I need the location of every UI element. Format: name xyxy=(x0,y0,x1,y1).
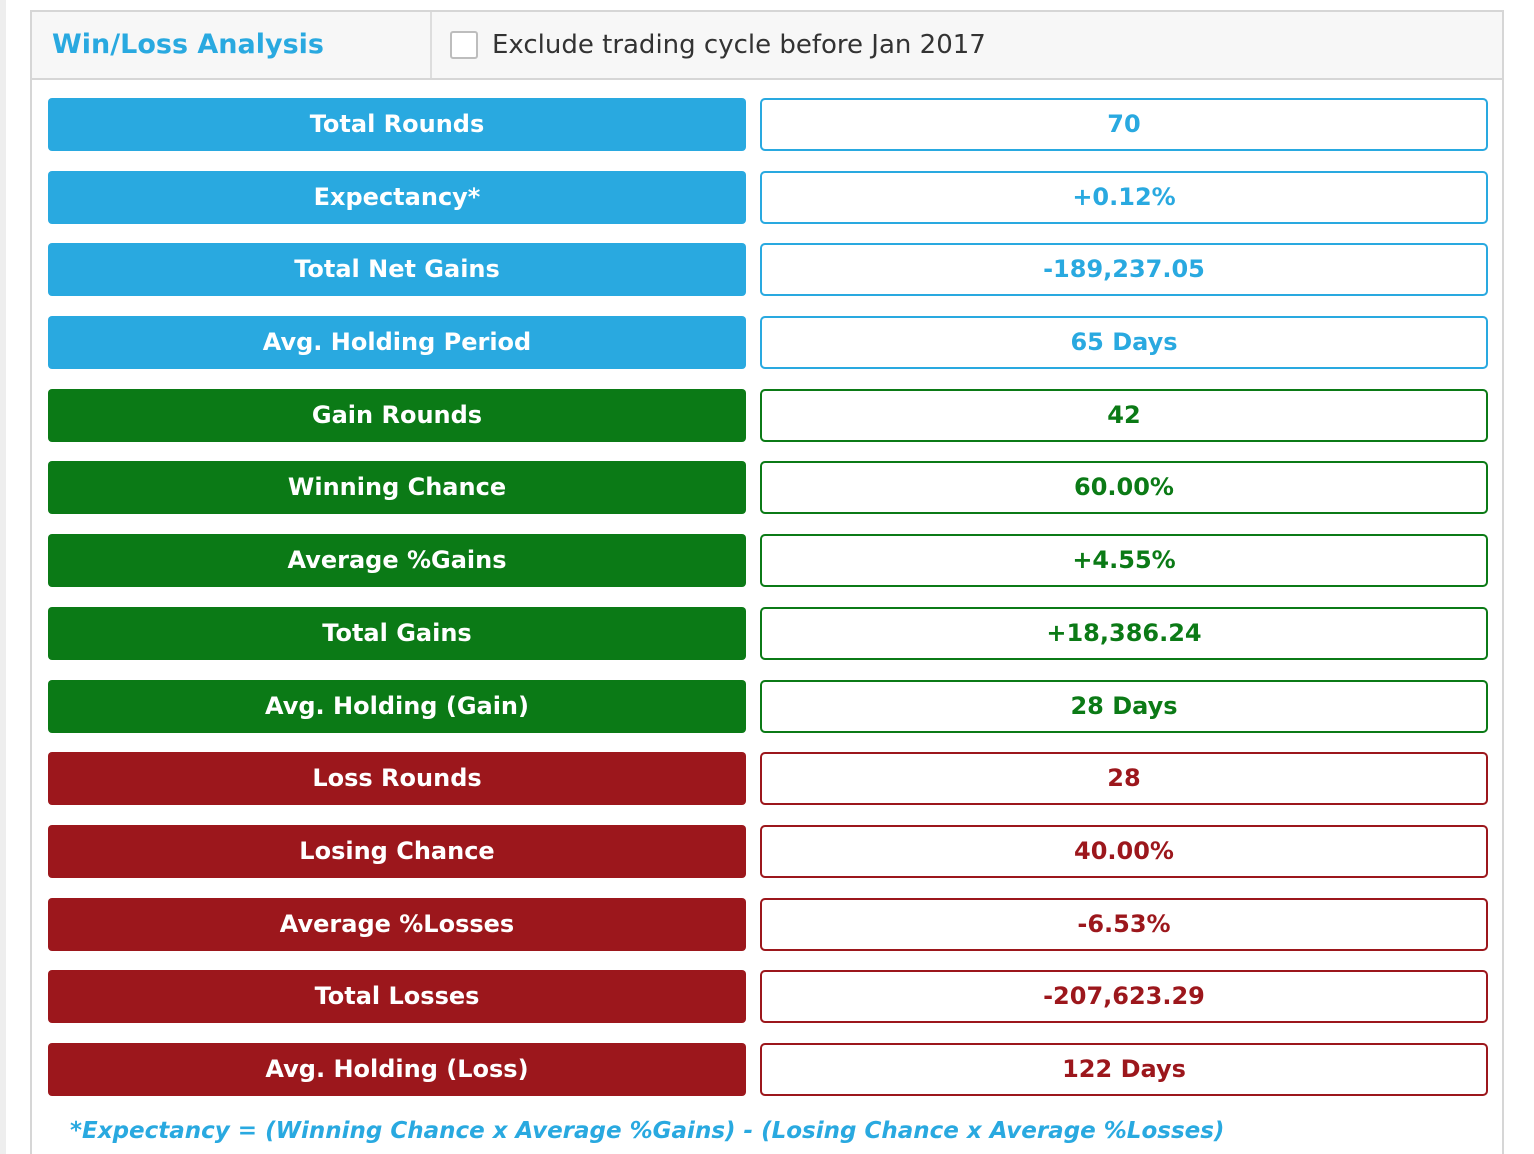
metric-row-losing-chance: Losing Chance 40.00% xyxy=(48,824,1488,879)
metric-row-gain-rounds: Gain Rounds 42 xyxy=(48,388,1488,443)
metric-row-total-gains: Total Gains +18,386.24 xyxy=(48,606,1488,661)
win-loss-panel: Win/Loss Analysis Exclude trading cycle … xyxy=(30,10,1504,1154)
metric-label: Winning Chance xyxy=(48,461,746,515)
metric-row-avg-holding-loss: Avg. Holding (Loss) 122 Days xyxy=(48,1042,1488,1097)
metric-value: 42 xyxy=(760,388,1488,442)
metric-label: Avg. Holding (Gain) xyxy=(48,679,746,733)
metric-label: Average %Losses xyxy=(48,897,746,951)
metric-label: Losing Chance xyxy=(48,824,746,878)
metric-value: 60.00% xyxy=(760,461,1488,515)
expectancy-footnote: *Expectancy = (Winning Chance x Average … xyxy=(70,1118,1225,1144)
panel-header: Win/Loss Analysis Exclude trading cycle … xyxy=(32,12,1502,80)
metric-row-total-net-gains: Total Net Gains -189,237.05 xyxy=(48,243,1488,297)
metric-label: Loss Rounds xyxy=(48,752,746,806)
metric-value: 122 Days xyxy=(760,1042,1488,1096)
metric-label: Avg. Holding Period xyxy=(48,316,746,370)
metric-value: 70 xyxy=(760,98,1488,151)
metric-label: Avg. Holding (Loss) xyxy=(48,1042,746,1096)
metric-value: 28 xyxy=(760,752,1488,806)
metric-label: Total Rounds xyxy=(48,98,746,151)
metric-row-avg-holding-period: Avg. Holding Period 65 Days xyxy=(48,316,1488,370)
exclude-filter[interactable]: Exclude trading cycle before Jan 2017 xyxy=(450,12,986,78)
metric-row-average-gains: Average %Gains +4.55% xyxy=(48,534,1488,588)
metric-row-avg-holding-gain: Avg. Holding (Gain) 28 Days xyxy=(48,679,1488,734)
left-edge-divider xyxy=(0,0,6,1154)
metric-value: -189,237.05 xyxy=(760,243,1488,297)
metric-row-expectancy: Expectancy* +0.12% xyxy=(48,170,1488,225)
metric-value: +4.55% xyxy=(760,534,1488,588)
metric-label: Total Net Gains xyxy=(48,243,746,297)
metric-label: Expectancy* xyxy=(48,170,746,224)
metric-label: Gain Rounds xyxy=(48,388,746,442)
metric-value: -207,623.29 xyxy=(760,970,1488,1024)
exclude-label: Exclude trading cycle before Jan 2017 xyxy=(492,30,986,60)
metric-value: +18,386.24 xyxy=(760,606,1488,660)
metric-value: 40.00% xyxy=(760,824,1488,878)
panel-title: Win/Loss Analysis xyxy=(32,12,432,78)
exclude-checkbox[interactable] xyxy=(450,31,478,59)
metric-row-total-losses: Total Losses -207,623.29 xyxy=(48,970,1488,1024)
metrics-list: Total Rounds 70 Expectancy* +0.12% Total… xyxy=(48,98,1488,1116)
metric-value: +0.12% xyxy=(760,170,1488,224)
metric-value: 65 Days xyxy=(760,316,1488,370)
metric-label: Total Losses xyxy=(48,970,746,1024)
metric-row-loss-rounds: Loss Rounds 28 xyxy=(48,752,1488,806)
metric-row-average-losses: Average %Losses -6.53% xyxy=(48,897,1488,952)
metric-row-total-rounds: Total Rounds 70 xyxy=(48,98,1488,152)
metric-value: 28 Days xyxy=(760,679,1488,733)
metric-row-winning-chance: Winning Chance 60.00% xyxy=(48,461,1488,515)
metric-label: Average %Gains xyxy=(48,534,746,588)
metric-label: Total Gains xyxy=(48,606,746,660)
metric-value: -6.53% xyxy=(760,897,1488,951)
